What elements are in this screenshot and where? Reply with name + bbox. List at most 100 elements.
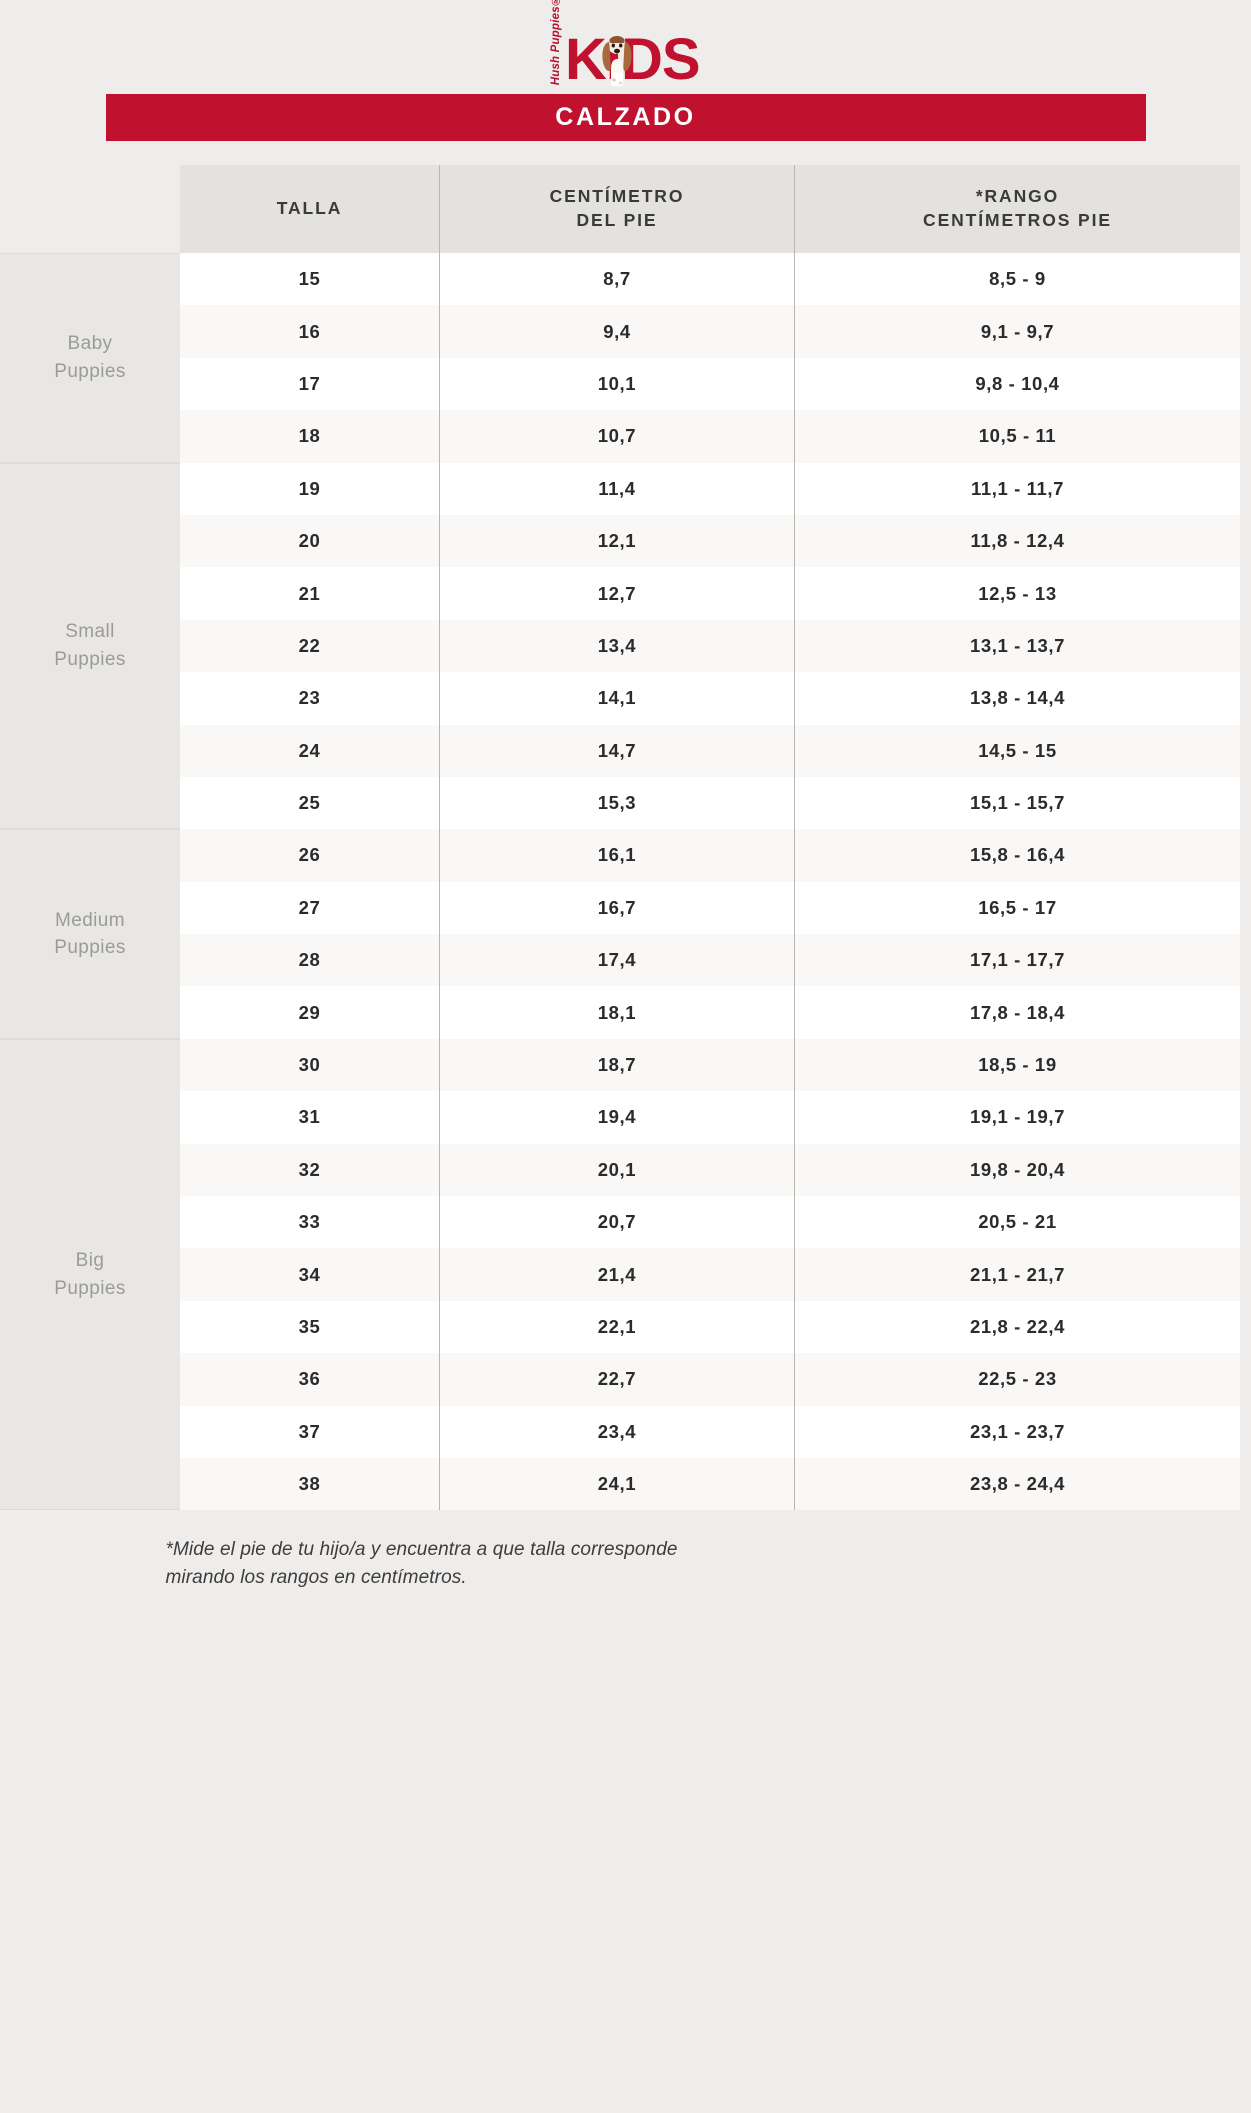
- cell-cm: 17,4: [440, 934, 795, 987]
- cell-rango: 23,8 - 24,4: [795, 1457, 1240, 1511]
- cell-rango: 17,8 - 18,4: [795, 986, 1240, 1039]
- cell-talla: 23: [180, 672, 440, 725]
- group-label-line2: Puppies: [54, 1277, 126, 1299]
- group-label-cell: Small Puppies: [0, 462, 180, 830]
- header-talla-label: TALLA: [276, 198, 343, 219]
- header-centimetro-del-pie: CENTÍMETRO DEL PIE: [440, 165, 795, 253]
- group-label-cell: Big Puppies: [0, 1038, 180, 1511]
- group-label-text: Small Puppies: [54, 618, 125, 673]
- cell-cm: 9,4: [440, 305, 795, 358]
- footnote-line2: mirando los rangos en centímetros.: [165, 1566, 467, 1588]
- cell-rango: 14,5 - 15: [795, 724, 1240, 777]
- cell-talla: 21: [180, 567, 440, 620]
- cell-rango: 9,8 - 10,4: [795, 357, 1240, 411]
- size-chart-table-container: TALLA CENTÍMETRO DEL PIE *RANGO CENTÍMET…: [0, 165, 1251, 1511]
- cell-talla: 24: [180, 724, 440, 777]
- cell-cm: 23,4: [440, 1405, 795, 1458]
- cell-talla: 33: [180, 1196, 440, 1249]
- group-label-line1: Medium: [55, 909, 125, 931]
- cell-rango: 9,1 - 9,7: [795, 305, 1240, 358]
- cell-rango: 10,5 - 11: [795, 410, 1240, 463]
- cell-talla: 29: [180, 986, 440, 1039]
- cell-talla: 19: [180, 462, 440, 515]
- cell-cm: 18,7: [440, 1038, 795, 1092]
- group-label-line2: Puppies: [54, 648, 126, 670]
- cell-talla: 25: [180, 776, 440, 830]
- cell-cm: 15,3: [440, 776, 795, 830]
- footnote-line1: *Mide el pie de tu hijo/a y encuentra a …: [165, 1539, 678, 1561]
- cell-rango: 13,8 - 14,4: [795, 672, 1240, 725]
- cell-rango: 11,1 - 11,7: [795, 462, 1240, 515]
- calzado-banner: CALZADO: [105, 94, 1146, 141]
- cell-rango: 20,5 - 21: [795, 1196, 1240, 1249]
- group-label-cell: Baby Puppies: [0, 253, 180, 463]
- cell-cm: 12,7: [440, 567, 795, 620]
- cell-talla: 35: [180, 1300, 440, 1354]
- cell-cm: 16,7: [440, 881, 795, 935]
- cell-cm: 8,7: [440, 253, 795, 306]
- header-rango-line1: *RANGO: [975, 186, 1060, 207]
- header-rango-line2: CENTÍMETROS PIE: [923, 210, 1112, 230]
- cell-talla: 34: [180, 1248, 440, 1301]
- kids-wordmark: KIDS: [564, 26, 701, 92]
- cell-cm: 18,1: [440, 986, 795, 1039]
- cell-rango: 8,5 - 9: [795, 253, 1240, 306]
- group-label-text: Baby Puppies: [54, 330, 125, 385]
- cell-rango: 21,1 - 21,7: [795, 1248, 1240, 1301]
- cell-talla: 32: [180, 1143, 440, 1197]
- cell-talla: 18: [180, 410, 440, 463]
- cell-rango: 19,1 - 19,7: [795, 1091, 1240, 1144]
- cell-rango: 22,5 - 23: [795, 1353, 1240, 1406]
- cell-talla: 17: [180, 357, 440, 411]
- cell-rango: 18,5 - 19: [795, 1038, 1240, 1092]
- group-label-line1: Small: [65, 621, 115, 643]
- cell-cm: 20,1: [440, 1143, 795, 1197]
- header-centimetro-line1: CENTÍMETRO: [549, 186, 685, 207]
- cell-talla: 15: [180, 253, 440, 306]
- group-label-cell: Medium Puppies: [0, 829, 180, 1039]
- group-label-text: Big Puppies: [54, 1247, 125, 1302]
- cell-talla: 27: [180, 881, 440, 935]
- cell-rango: 11,8 - 12,4: [795, 514, 1240, 568]
- cell-cm: 24,1: [440, 1457, 795, 1511]
- header-rango-text: *RANGO CENTÍMETROS PIE: [923, 185, 1112, 232]
- cell-talla: 28: [180, 934, 440, 987]
- cell-cm: 21,4: [440, 1248, 795, 1301]
- group-label-line1: Big: [75, 1250, 105, 1272]
- cell-rango: 16,5 - 17: [795, 881, 1240, 935]
- cell-talla: 31: [180, 1091, 440, 1144]
- cell-talla: 37: [180, 1405, 440, 1458]
- cell-talla: 26: [180, 829, 440, 882]
- cell-talla: 30: [180, 1038, 440, 1092]
- cell-rango: 15,8 - 16,4: [795, 829, 1240, 882]
- cell-rango: 21,8 - 22,4: [795, 1300, 1240, 1354]
- header-rango-centimetros-pie: *RANGO CENTÍMETROS PIE: [795, 165, 1240, 253]
- cell-cm: 12,1: [440, 514, 795, 568]
- cell-rango: 13,1 - 13,7: [795, 619, 1240, 673]
- group-label-line2: Puppies: [54, 937, 126, 959]
- cell-cm: 19,4: [440, 1091, 795, 1144]
- cell-cm: 20,7: [440, 1196, 795, 1249]
- cell-cm: 22,1: [440, 1300, 795, 1354]
- header-centimetro-text: CENTÍMETRO DEL PIE: [550, 185, 685, 232]
- cell-cm: 16,1: [440, 829, 795, 882]
- cell-rango: 12,5 - 13: [795, 567, 1240, 620]
- header-group-spacer: [0, 165, 180, 253]
- cell-talla: 20: [180, 514, 440, 568]
- hush-puppies-brand-text: Hush Puppies®: [550, 0, 563, 85]
- cell-cm: 13,4: [440, 619, 795, 673]
- cell-cm: 11,4: [440, 462, 795, 515]
- cell-cm: 14,1: [440, 672, 795, 725]
- cell-rango: 23,1 - 23,7: [795, 1405, 1240, 1458]
- cell-cm: 22,7: [440, 1353, 795, 1406]
- cell-rango: 15,1 - 15,7: [795, 776, 1240, 830]
- size-chart-grid: TALLA CENTÍMETRO DEL PIE *RANGO CENTÍMET…: [0, 165, 1240, 1511]
- cell-cm: 14,7: [440, 724, 795, 777]
- cell-rango: 19,8 - 20,4: [795, 1143, 1240, 1197]
- footnote: *Mide el pie de tu hijo/a y encuentra a …: [106, 1536, 1146, 1591]
- banner-title: CALZADO: [555, 103, 696, 131]
- cell-talla: 22: [180, 619, 440, 673]
- header-talla: TALLA: [180, 165, 440, 253]
- cell-cm: 10,7: [440, 410, 795, 463]
